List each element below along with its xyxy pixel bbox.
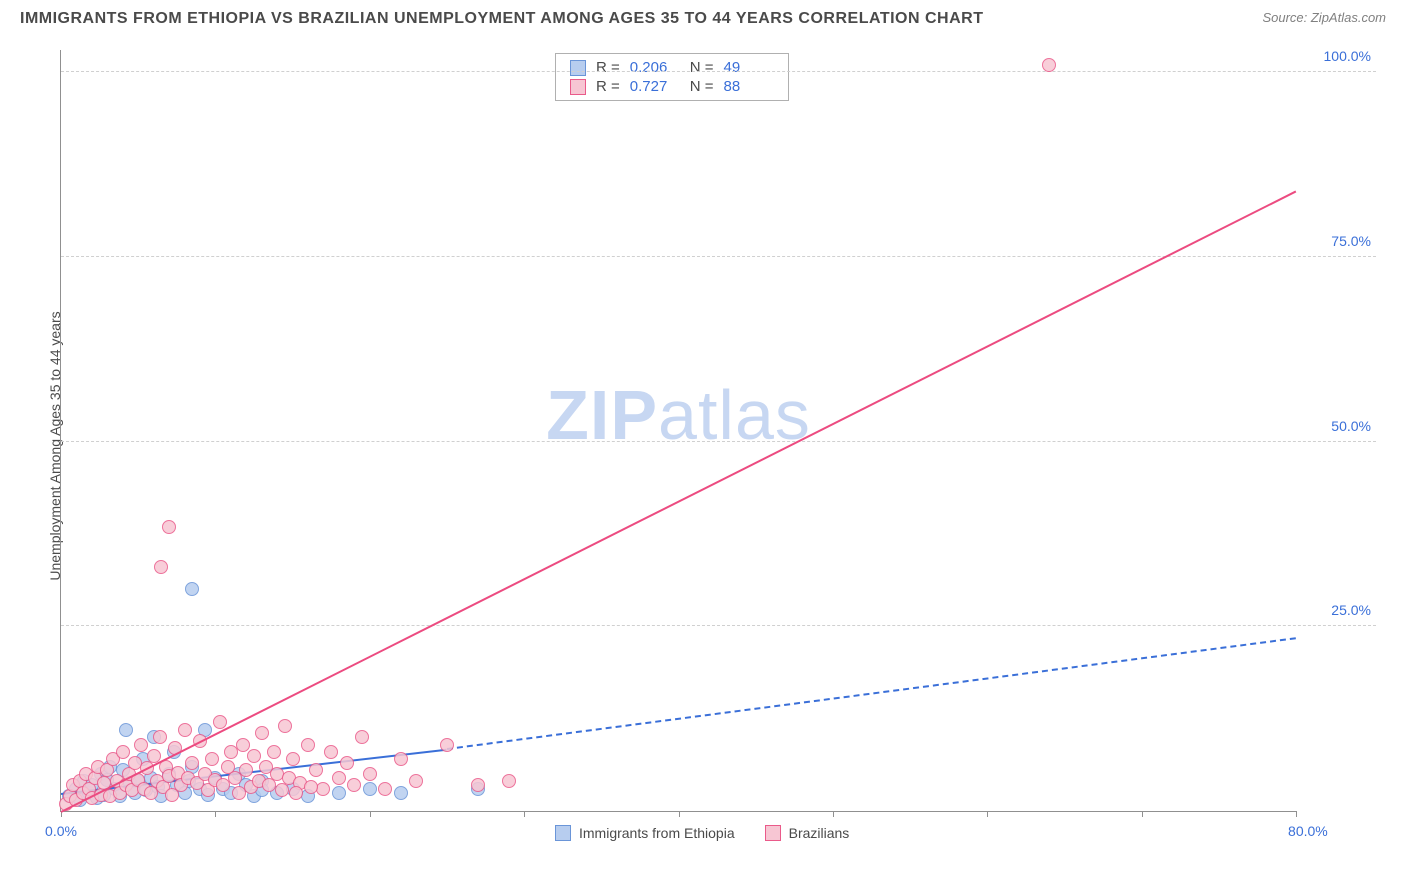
y-tick-label: 75.0% — [1331, 233, 1371, 249]
data-point — [316, 782, 330, 796]
data-point — [471, 778, 485, 792]
data-point — [301, 738, 315, 752]
legend-swatch-1 — [765, 825, 781, 841]
chart-title: IMMIGRANTS FROM ETHIOPIA VS BRAZILIAN UN… — [20, 10, 984, 28]
data-point — [185, 756, 199, 770]
y-tick-label: 100.0% — [1324, 48, 1371, 64]
legend-label-0: Immigrants from Ethiopia — [579, 825, 735, 841]
data-point — [363, 767, 377, 781]
r-value-1: 0.727 — [630, 78, 680, 95]
gridline — [61, 256, 1376, 257]
data-point — [236, 738, 250, 752]
swatch-series-1 — [570, 79, 586, 95]
data-point — [347, 778, 361, 792]
data-point — [205, 752, 219, 766]
data-point — [255, 726, 269, 740]
stats-box: R = 0.206 N = 49 R = 0.727 N = 88 — [555, 53, 789, 101]
x-tick — [524, 811, 525, 817]
data-point — [409, 774, 423, 788]
gridline — [61, 625, 1376, 626]
x-tick — [1142, 811, 1143, 817]
data-point — [363, 782, 377, 796]
data-point — [162, 520, 176, 534]
data-point — [289, 786, 303, 800]
data-point — [440, 738, 454, 752]
n-value-1: 88 — [724, 78, 774, 95]
data-point — [309, 763, 323, 777]
swatch-series-0 — [570, 60, 586, 76]
data-point — [332, 771, 346, 785]
data-point — [239, 763, 253, 777]
x-tick — [1296, 811, 1297, 817]
x-tick-label-right: 80.0% — [1288, 823, 1328, 839]
data-point — [185, 582, 199, 596]
legend-label-1: Brazilians — [789, 825, 850, 841]
data-point — [355, 730, 369, 744]
data-point — [286, 752, 300, 766]
data-point — [247, 749, 261, 763]
watermark: ZIPatlas — [546, 375, 811, 455]
plot-region: ZIPatlas R = 0.206 N = 49 R = 0.727 N = … — [60, 50, 1296, 812]
legend-item-1: Brazilians — [765, 825, 850, 841]
x-tick — [215, 811, 216, 817]
legend-swatch-0 — [555, 825, 571, 841]
x-tick — [370, 811, 371, 817]
y-tick-label: 25.0% — [1331, 602, 1371, 618]
n-value-0: 49 — [724, 59, 774, 76]
gridline — [61, 71, 1376, 72]
data-point — [324, 745, 338, 759]
data-point — [332, 786, 346, 800]
data-point — [153, 730, 167, 744]
data-point — [340, 756, 354, 770]
stats-row-series-0: R = 0.206 N = 49 — [570, 58, 774, 77]
x-tick — [679, 811, 680, 817]
chart-area: Unemployment Among Ages 35 to 44 years Z… — [50, 50, 1376, 842]
source-label: Source: ZipAtlas.com — [1262, 10, 1386, 25]
y-tick-label: 50.0% — [1331, 418, 1371, 434]
x-tick — [987, 811, 988, 817]
gridline — [61, 441, 1376, 442]
data-point — [304, 780, 318, 794]
data-point — [378, 782, 392, 796]
data-point — [119, 723, 133, 737]
stats-row-series-1: R = 0.727 N = 88 — [570, 77, 774, 96]
data-point — [154, 560, 168, 574]
data-point — [116, 745, 130, 759]
trend-line-dashed — [447, 637, 1296, 750]
data-point — [275, 783, 289, 797]
x-tick-label-left: 0.0% — [45, 823, 77, 839]
data-point — [278, 719, 292, 733]
data-point — [134, 738, 148, 752]
data-point — [267, 745, 281, 759]
data-point — [178, 723, 192, 737]
data-point — [394, 752, 408, 766]
legend: Immigrants from Ethiopia Brazilians — [555, 825, 849, 841]
legend-item-0: Immigrants from Ethiopia — [555, 825, 735, 841]
data-point — [1042, 58, 1056, 72]
data-point — [502, 774, 516, 788]
data-point — [394, 786, 408, 800]
r-value-0: 0.206 — [630, 59, 680, 76]
x-tick — [833, 811, 834, 817]
